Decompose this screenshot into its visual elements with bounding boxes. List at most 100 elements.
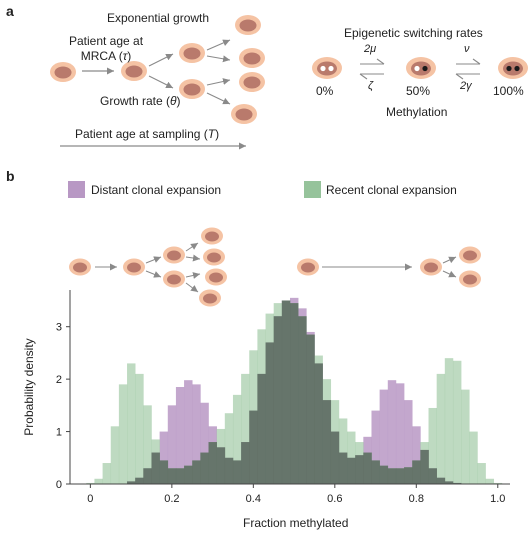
x-tick-label: 1.0 — [490, 493, 505, 505]
histogram-bar — [192, 384, 201, 484]
histogram-bar — [436, 373, 446, 484]
y-tick-label: 2 — [56, 374, 62, 386]
histogram-bar — [395, 383, 405, 484]
histogram-bar — [404, 400, 413, 484]
y-axis-label: Probability density — [22, 338, 36, 436]
overlap-bar — [241, 442, 250, 484]
legend-label-distant: Distant clonal expansion — [91, 183, 222, 197]
distant-expansion-schematic — [69, 227, 227, 307]
overlap-bar — [151, 452, 160, 484]
overlap-bar — [192, 460, 201, 484]
overlap-bar — [436, 477, 446, 484]
sampling-label: Patient age at sampling (T) — [75, 127, 220, 141]
histogram-bar — [200, 402, 209, 484]
state-50-label: 50% — [406, 84, 431, 98]
histogram-bar — [86, 482, 95, 484]
overlap-bar — [159, 460, 169, 484]
panel-b-label: b — [6, 168, 15, 184]
overlap-bar — [143, 468, 152, 484]
overlap-bar — [347, 457, 356, 484]
methylation-label: Methylation — [386, 105, 448, 119]
rate-2mu: 2μ — [364, 43, 377, 55]
overlap-bar — [379, 465, 389, 484]
overlap-bar — [420, 449, 429, 484]
y-tick-label: 3 — [56, 322, 62, 334]
overlap-bar — [404, 467, 413, 484]
histogram-bar — [184, 380, 193, 484]
histogram-bar — [175, 387, 185, 484]
overlap-bar — [273, 316, 283, 484]
y-tick-label: 0 — [56, 479, 62, 491]
histogram-bar — [493, 482, 503, 484]
overlap-bar — [371, 460, 380, 484]
legend-label-recent: Recent clonal expansion — [326, 183, 457, 197]
histogram-bar — [444, 358, 454, 484]
overlap-bar — [330, 431, 340, 484]
overlap-bar — [322, 400, 332, 484]
clone-schematics — [69, 227, 481, 307]
histogram-bar — [118, 384, 128, 484]
exp-growth-label: Exponential growth — [107, 11, 210, 25]
overlap-bar — [428, 468, 437, 484]
histogram-bar — [127, 363, 136, 484]
histogram-bar — [452, 360, 462, 484]
recent-expansion-schematic — [297, 246, 481, 288]
panel-a-label: a — [6, 3, 14, 19]
histogram-bar — [477, 463, 486, 484]
overlap-bar — [249, 410, 258, 484]
overlap-bar — [135, 477, 144, 484]
switch-arrows-right — [455, 58, 481, 80]
overlap-bar — [167, 468, 177, 484]
overlap-bar — [387, 468, 397, 484]
overlap-bar — [127, 481, 136, 484]
legend-swatch-distant — [68, 181, 85, 198]
overlap-bar — [216, 447, 226, 484]
x-tick-label: 0.6 — [327, 493, 342, 505]
unmethylated-cell-icon — [312, 57, 342, 79]
x-tick-label: 0.4 — [246, 493, 261, 505]
hemimethylated-cell-icon — [406, 57, 436, 79]
overlap-bar — [208, 442, 217, 484]
overlap-bar — [175, 468, 185, 484]
x-axis-label: Fraction methylated — [243, 516, 349, 530]
histogram-bar — [102, 463, 112, 484]
histogram-bar — [428, 407, 437, 484]
overlap-bar — [395, 468, 405, 484]
histogram-bar — [412, 426, 421, 484]
histogram-bar — [94, 478, 103, 484]
legend-swatch-recent — [304, 181, 321, 198]
histogram-bar — [135, 373, 144, 484]
histogram-bar — [379, 389, 389, 484]
histogram-bar — [241, 373, 250, 484]
histogram-bar — [110, 426, 120, 484]
x-tick-label: 0.2 — [164, 493, 179, 505]
histogram-bar — [167, 405, 177, 484]
histogram-bar — [461, 389, 470, 484]
overlap-bar — [452, 482, 462, 484]
switching-title: Epigenetic switching rates — [344, 26, 483, 40]
mrca-label-line1: Patient age at — [68, 34, 144, 48]
overlap-bar — [306, 334, 315, 484]
panel-a-diagram — [50, 15, 528, 150]
histogram-bar — [338, 418, 348, 484]
overlap-bar — [290, 303, 299, 484]
rate-nu: ν — [464, 43, 470, 55]
overlap-bar — [265, 342, 275, 484]
histogram-bar — [371, 410, 380, 484]
histogram-bar — [469, 431, 478, 484]
rate-2gamma: 2γ — [460, 80, 472, 92]
switch-arrows-left — [359, 58, 385, 80]
state-100-label: 100% — [493, 84, 524, 98]
methylated-cell-icon — [498, 57, 528, 79]
overlap-bar — [444, 481, 454, 484]
overlap-bar — [412, 460, 421, 484]
histogram-bar — [159, 431, 169, 484]
mrca-label-line2: MRCA (τ) — [80, 49, 132, 63]
overlap-bar — [232, 460, 242, 484]
x-tick-label: 0.8 — [409, 493, 424, 505]
histogram-bar — [224, 413, 234, 484]
overlap-bar — [298, 316, 307, 484]
overlap-region — [127, 300, 462, 484]
overlap-bar — [355, 455, 364, 484]
histogram-bar — [143, 405, 152, 484]
